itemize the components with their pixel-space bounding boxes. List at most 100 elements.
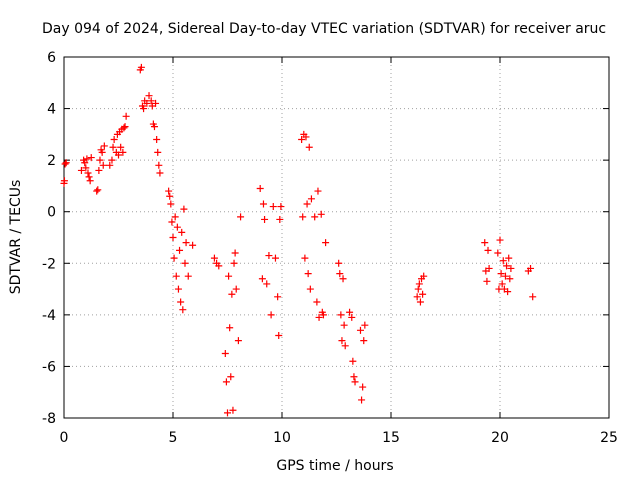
data-point	[267, 311, 275, 319]
x-tick-label: 15	[382, 430, 400, 446]
data-point	[506, 275, 514, 283]
data-point	[120, 124, 128, 132]
data-point	[315, 313, 323, 321]
data-point	[179, 306, 187, 314]
data-point	[299, 213, 307, 221]
x-tick-label: 0	[60, 430, 69, 446]
data-point	[498, 280, 506, 288]
data-point	[85, 173, 93, 181]
data-point	[106, 161, 114, 169]
data-point	[99, 161, 107, 169]
data-point	[505, 254, 513, 262]
data-point	[256, 185, 264, 193]
data-point	[274, 293, 282, 301]
data-point	[484, 246, 492, 254]
data-point	[170, 254, 178, 262]
data-point	[298, 136, 306, 144]
data-point	[166, 192, 174, 200]
data-point	[174, 285, 182, 293]
data-point	[301, 254, 309, 262]
data-point	[169, 234, 177, 241]
data-point	[337, 311, 345, 319]
data-point	[150, 123, 158, 131]
data-point	[184, 272, 192, 280]
data-point	[176, 246, 184, 254]
data-point	[339, 275, 347, 283]
data-point	[181, 259, 189, 267]
data-point	[227, 373, 235, 381]
data-point	[215, 262, 223, 270]
data-point	[117, 143, 125, 151]
data-point	[140, 105, 148, 113]
y-tick-label: 2	[47, 153, 56, 169]
data-point	[499, 257, 507, 265]
data-point	[234, 337, 242, 345]
data-point	[108, 156, 116, 164]
y-tick-label: 0	[47, 205, 56, 221]
y-axis-label: SDTVAR / TECUs	[8, 180, 24, 295]
data-point	[263, 280, 271, 288]
data-point	[359, 383, 367, 391]
data-point	[419, 290, 427, 298]
y-tick-label: 4	[47, 102, 56, 118]
data-point	[137, 63, 145, 71]
data-point	[228, 290, 236, 298]
data-point	[96, 156, 104, 164]
data-point	[173, 223, 181, 231]
x-tick-label: 25	[600, 430, 618, 446]
data-point	[348, 313, 356, 321]
data-point	[340, 321, 348, 329]
plot-area	[63, 56, 610, 419]
data-point	[322, 239, 330, 247]
x-tick-label: 20	[491, 430, 509, 446]
data-point	[317, 210, 325, 218]
data-point	[277, 203, 285, 211]
data-point	[313, 298, 321, 306]
data-point	[346, 308, 354, 316]
data-point	[507, 264, 515, 272]
data-point	[165, 187, 173, 195]
data-point	[143, 99, 151, 107]
data-point	[305, 143, 313, 151]
data-point	[180, 205, 188, 213]
data-point	[210, 254, 218, 262]
data-point	[82, 164, 90, 172]
data-point	[503, 262, 511, 270]
data-point	[351, 378, 359, 386]
data-point	[413, 293, 421, 301]
data-point	[152, 99, 160, 107]
data-point	[358, 396, 366, 404]
data-point	[167, 200, 175, 208]
data-point	[62, 159, 70, 167]
data-point	[231, 249, 239, 257]
data-point	[156, 169, 164, 177]
data-point	[98, 148, 106, 156]
data-point	[360, 337, 368, 345]
data-point	[119, 148, 127, 156]
data-point	[221, 350, 229, 358]
data-point	[311, 213, 319, 221]
data-point	[110, 136, 118, 144]
data-point	[178, 228, 186, 236]
data-point	[83, 155, 91, 163]
y-tick-label: -2	[42, 256, 56, 272]
data-point	[258, 275, 266, 283]
data-point	[497, 270, 505, 278]
data-point	[177, 298, 185, 306]
data-point	[232, 285, 240, 293]
data-point	[504, 288, 512, 296]
data-point	[122, 112, 130, 120]
data-point	[414, 285, 422, 293]
data-point	[261, 215, 269, 223]
data-point	[94, 186, 102, 194]
data-point	[153, 136, 161, 144]
data-point	[356, 326, 364, 334]
data-point	[222, 378, 230, 386]
data-point	[182, 239, 190, 247]
data-point	[84, 169, 92, 177]
data-point	[93, 187, 101, 195]
data-point	[501, 272, 509, 280]
data-point	[189, 241, 197, 249]
data-point	[172, 272, 180, 280]
data-point	[420, 272, 428, 280]
